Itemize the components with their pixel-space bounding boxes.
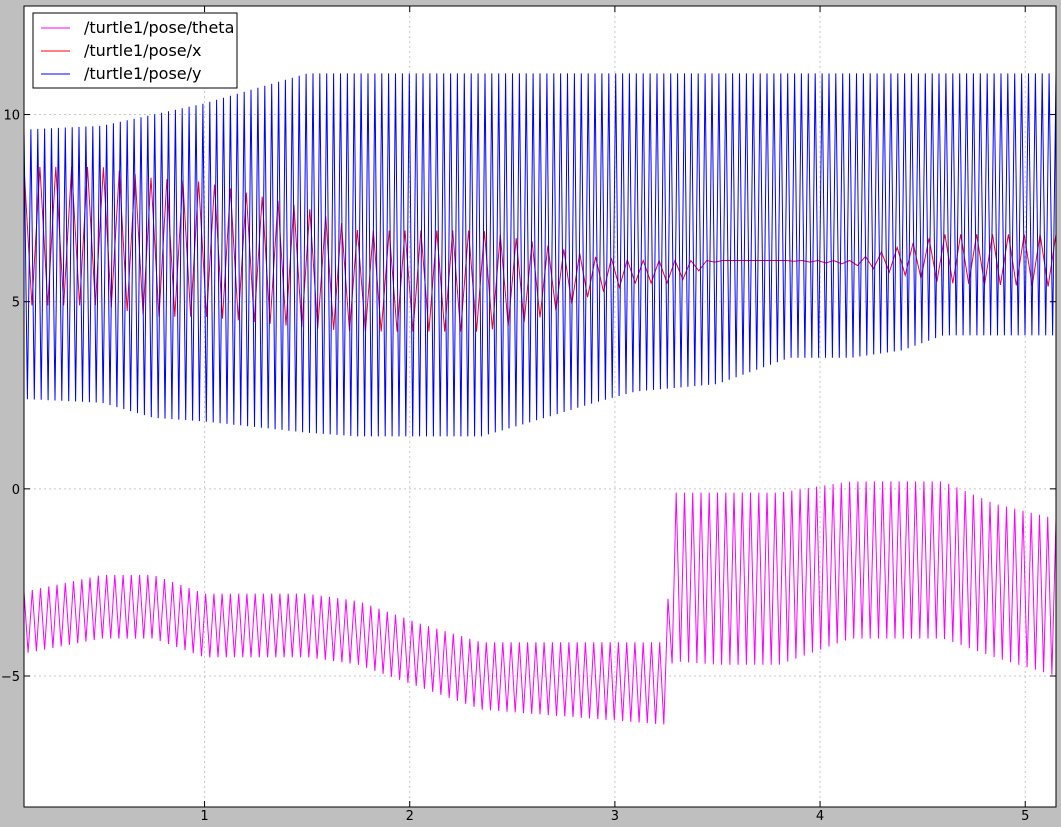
legend-label: /turtle1/pose/y (84, 64, 202, 83)
x-tick-label: 3 (611, 809, 619, 823)
y-tick-label: 10 (3, 109, 20, 124)
x-tick-label: 2 (406, 809, 414, 823)
x-tick-label: 1 (200, 809, 208, 823)
legend: /turtle1/pose/theta/turtle1/pose/x/turtl… (32, 12, 238, 89)
x-tick-label: 5 (1021, 809, 1029, 823)
y-tick-label: −5 (1, 670, 20, 685)
y-tick-label: 0 (12, 483, 20, 498)
series-line-turtle1-pose-x (23, 166, 1057, 332)
series-line-turtle1-pose-theta (23, 481, 1057, 725)
series-layer (23, 73, 1057, 725)
series-line-turtle1-pose-y (23, 73, 1057, 437)
axis-ticks: 1 2 3 4 5 −5 0 5 10 (1, 6, 1056, 824)
x-tick-label: 4 (816, 809, 824, 823)
plot-frame (23, 5, 1057, 808)
y-tick-label: 5 (12, 296, 20, 311)
legend-label: /turtle1/pose/x (84, 41, 202, 60)
legend-label: /turtle1/pose/theta (84, 18, 234, 37)
